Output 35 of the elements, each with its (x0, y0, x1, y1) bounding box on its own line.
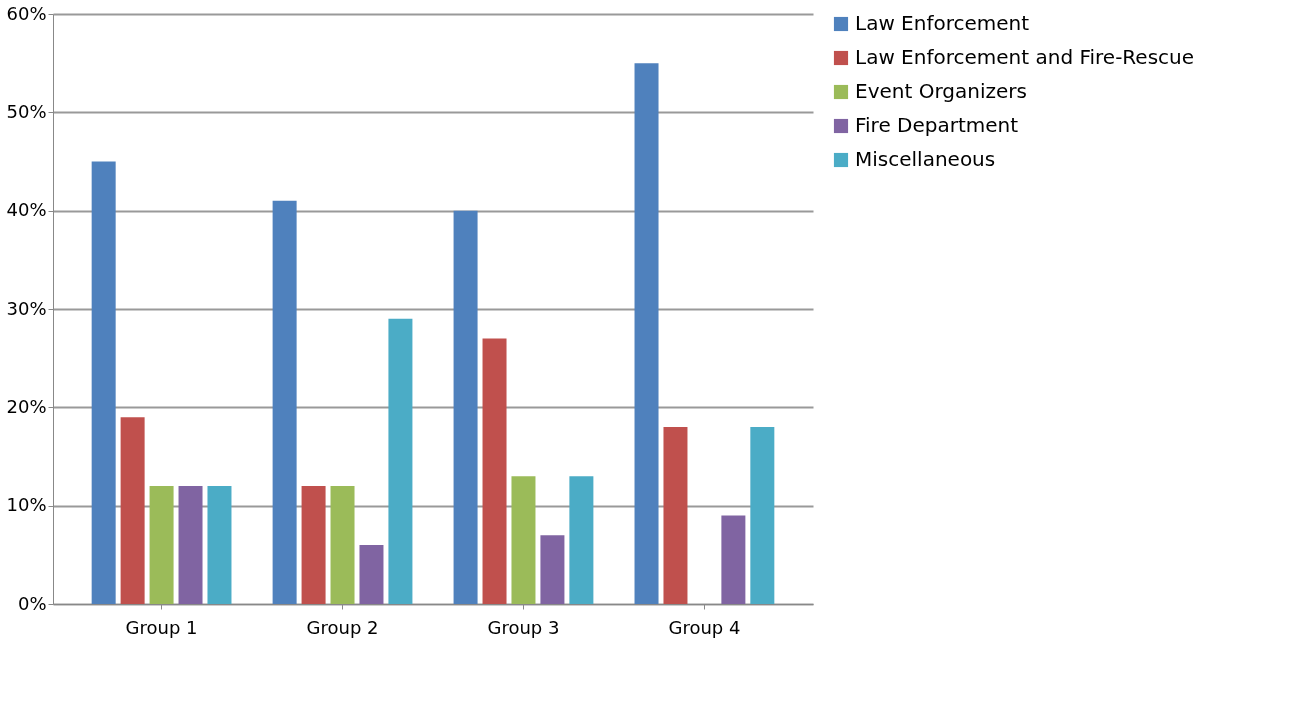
bar (120, 417, 145, 604)
x-tick-label: Group 4 (668, 616, 741, 638)
x-tick-label: Group 2 (306, 616, 379, 638)
bar (91, 161, 116, 604)
bar (301, 486, 326, 604)
legend-label: Law Enforcement (855, 11, 1030, 35)
x-tick-label: Group 1 (125, 616, 198, 638)
bar (453, 210, 478, 604)
bar (634, 63, 659, 604)
x-tick-label: Group 3 (487, 616, 560, 638)
bar (207, 486, 232, 604)
bar (178, 486, 203, 604)
y-tick-label: 0% (17, 592, 47, 614)
bar (359, 545, 384, 604)
y-tick-label: 20% (6, 395, 47, 417)
bar (663, 427, 688, 604)
bar (569, 476, 594, 604)
y-tick-label: 40% (6, 199, 47, 221)
legend-label: Fire Department (855, 113, 1019, 137)
bar (149, 486, 174, 604)
y-tick-label: 60% (6, 2, 47, 24)
bar (330, 486, 355, 604)
bar (388, 318, 413, 604)
bar (482, 338, 507, 604)
y-tick-label: 30% (6, 297, 47, 319)
bar (721, 515, 746, 604)
bar (540, 535, 565, 604)
legend-label: Miscellaneous (855, 147, 996, 171)
legend-label: Law Enforcement and Fire-Rescue (855, 45, 1195, 69)
legend-label: Event Organizers (855, 79, 1027, 103)
bar (272, 200, 297, 604)
y-tick-label: 50% (6, 100, 47, 122)
bar (750, 427, 775, 604)
y-tick-label: 10% (6, 494, 47, 516)
bar (511, 476, 536, 604)
